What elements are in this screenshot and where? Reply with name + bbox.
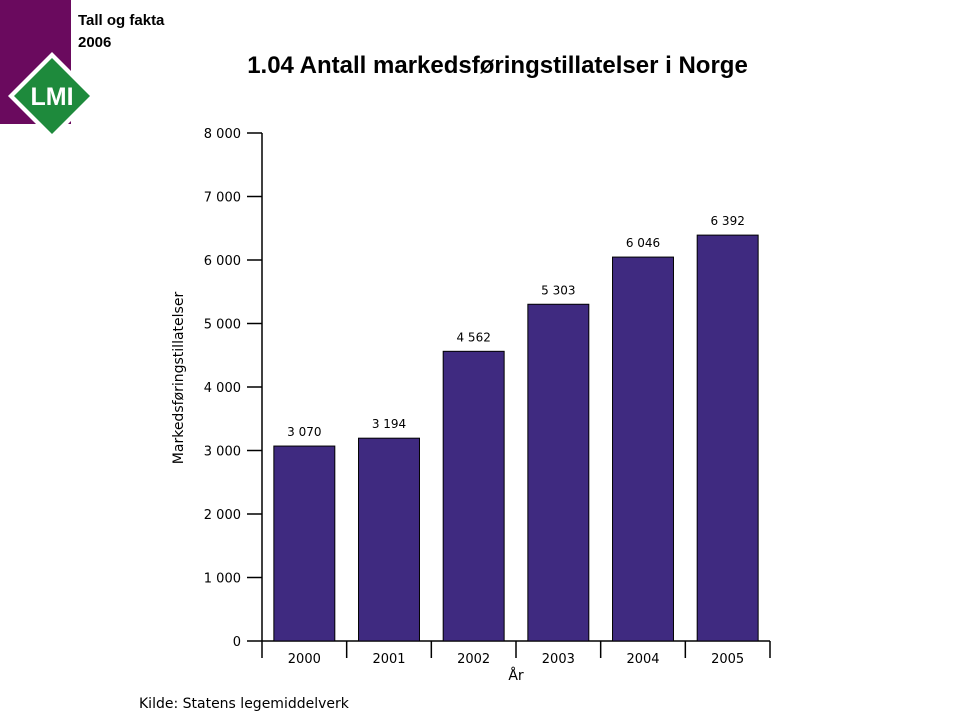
bar-value-label: 6 392 xyxy=(710,214,744,228)
y-tick-label: 3 000 xyxy=(204,445,241,460)
source-note: Kilde: Statens legemiddelverk xyxy=(139,696,349,712)
y-tick-label: 0 xyxy=(233,635,241,650)
y-tick-label: 4 000 xyxy=(204,381,241,396)
bar-value-label: 3 070 xyxy=(287,425,321,439)
y-tick-label: 2 000 xyxy=(204,508,241,523)
bar xyxy=(273,445,336,642)
x-tick-label: 2001 xyxy=(372,652,405,667)
bar xyxy=(612,256,674,642)
bar-value-label: 3 194 xyxy=(372,417,406,431)
x-tick-label: 2004 xyxy=(626,652,659,667)
bar-value-label: 4 562 xyxy=(456,330,490,344)
y-tick-label: 8 000 xyxy=(204,127,241,142)
logo-text: LMI xyxy=(30,83,73,111)
x-tick-label: 2005 xyxy=(711,652,744,667)
x-tick-label: 2003 xyxy=(542,652,575,667)
header-label-line1: Tall og fakta xyxy=(78,12,165,29)
y-tick-label: 6 000 xyxy=(204,254,241,269)
bar xyxy=(696,234,759,642)
y-tick-label: 5 000 xyxy=(204,318,241,333)
bar-value-label: 6 046 xyxy=(626,236,660,250)
y-tick-label: 7 000 xyxy=(204,191,241,206)
chart-bars: 3 070 3 194 4 562 5 303 6 046 6 392 xyxy=(273,214,759,642)
bar xyxy=(358,437,420,642)
x-tick-label: 2002 xyxy=(457,652,490,667)
bar xyxy=(442,350,505,642)
bar-value-label: 5 303 xyxy=(541,283,575,297)
x-tick-label: 2000 xyxy=(288,652,321,667)
chart-axes: 0 1 000 2 000 3 000 4 000 5 000 6 000 7 000 8 00… xyxy=(204,127,771,667)
y-tick-label: 1 000 xyxy=(204,572,241,587)
y-axis-label: Markedsføringstillatelser xyxy=(171,292,187,465)
x-axis-label: År xyxy=(508,667,524,684)
header-label: Tall og fakta 2006 xyxy=(78,10,164,54)
header-label-line2: 2006 xyxy=(78,34,112,51)
page-title: 1.04 Antall markedsføringstillatelser i … xyxy=(247,52,748,79)
bar xyxy=(527,303,590,642)
lmi-logo: LMI xyxy=(8,52,96,140)
